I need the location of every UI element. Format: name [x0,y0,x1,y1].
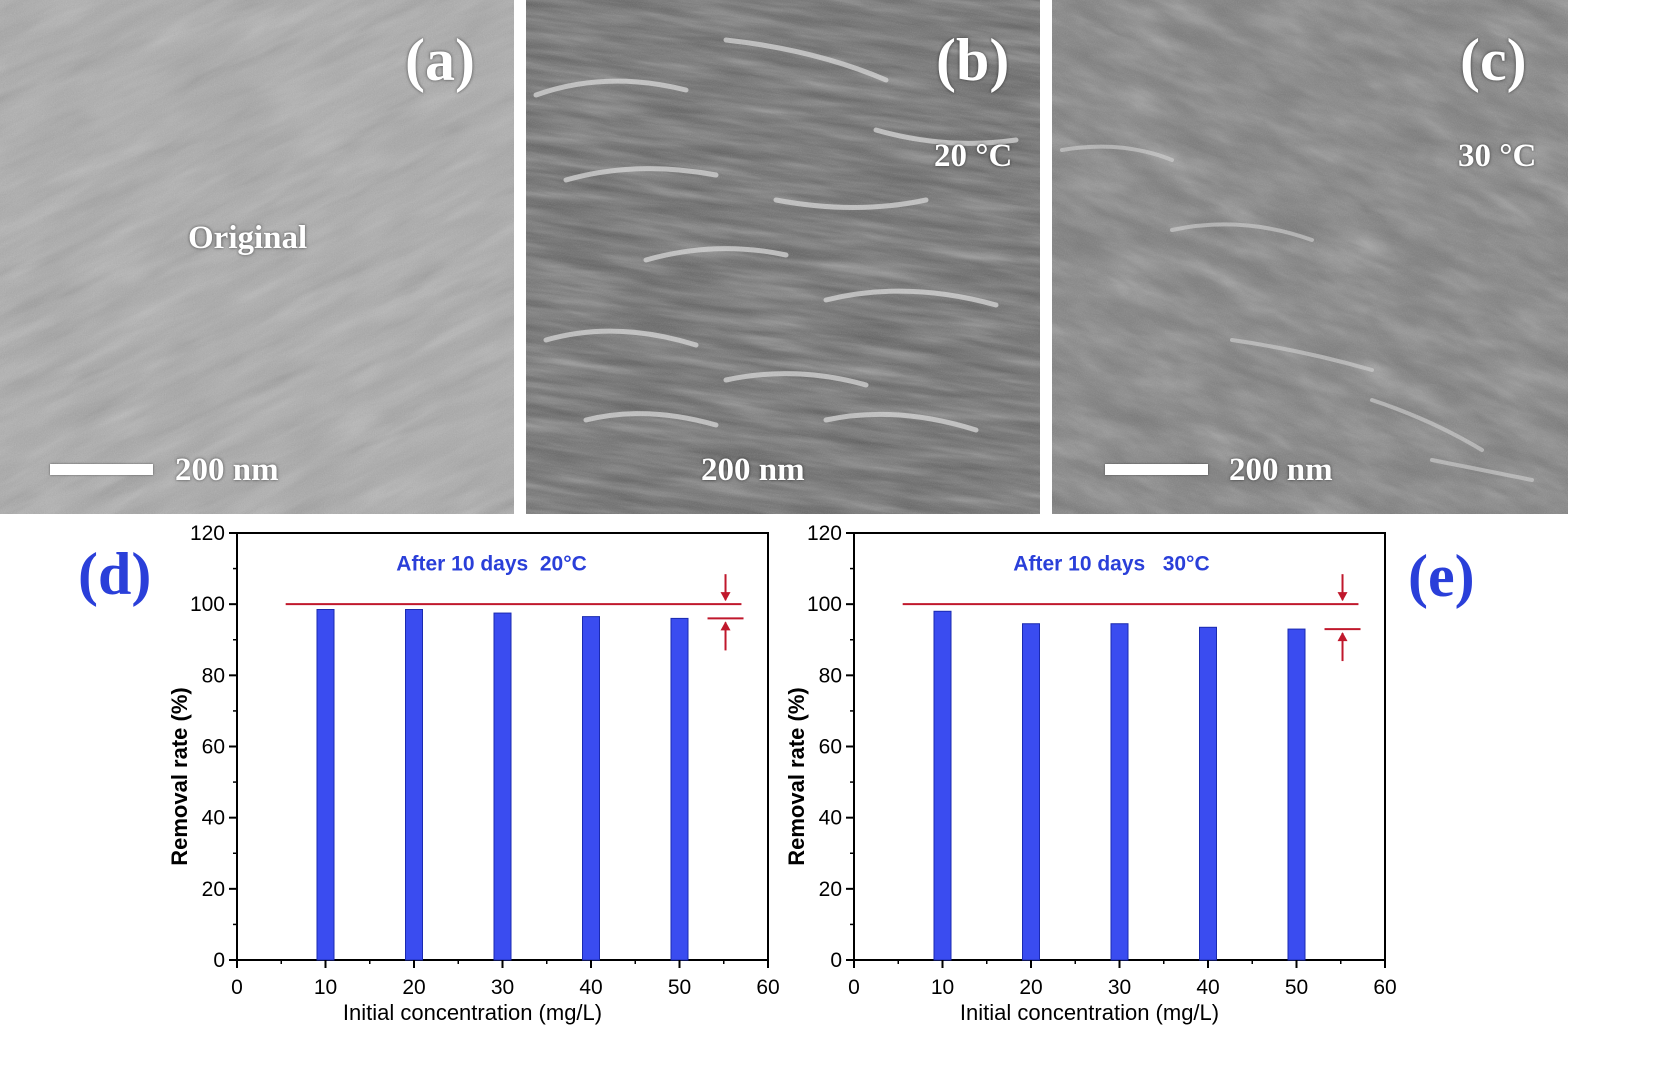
bar [933,610,952,961]
chart-e: 0 10 20 30 40 50 60 0 20 40 60 80 100 120 Initial conc… [784,522,1397,1025]
panel-label-c: (c) [1460,27,1527,93]
x-tick-label: 10 [314,976,337,999]
panel-text-original: Original [188,220,308,256]
x-tick-label: 20 [1019,976,1042,999]
sem-panel-b: (b) 20 °C 200 nm [526,0,1040,514]
bar [1110,623,1129,961]
sem-panel-c: (c) 30 °C 200 nm [1052,0,1568,514]
bar [670,617,689,961]
y-axis-label: Removal rate (%) [167,687,192,866]
bar [1199,626,1217,961]
y-tick-label: 20 [202,878,225,901]
panel-text-20c: 20 °C [934,138,1013,174]
panel-text-30c: 30 °C [1458,138,1537,174]
x-axis-label: Initial concentration (mg/L) [960,1000,1219,1025]
scale-label-b: 200 nm [701,452,805,488]
scale-bar-c [1105,464,1208,475]
chart-label-d: (d) [78,541,152,607]
x-tick-label: 40 [1196,976,1219,999]
y-tick-label: 80 [202,664,225,687]
scale-label-c: 200 nm [1229,452,1333,488]
arrow-up-head [1337,632,1348,642]
x-tick-label: 30 [491,976,514,999]
y-tick-label: 20 [819,878,842,901]
bar [1287,628,1306,961]
scale-label-a: 200 nm [175,452,279,488]
y-tick-label: 40 [819,807,842,830]
sem-texture-a [0,0,514,514]
bar [405,609,423,961]
chart-d: 0 10 20 30 40 50 60 0 20 40 60 80 100 120 Initial conc… [167,522,780,1025]
x-tick-label: 40 [579,976,602,999]
x-tick-label: 30 [1108,976,1131,999]
x-tick-label: 50 [1285,976,1308,999]
y-tick-label: 0 [830,949,842,972]
x-tick-label: 60 [1373,976,1396,999]
y-tick-label: 120 [807,522,842,545]
y-tick-label: 40 [202,807,225,830]
y-tick-label: 60 [202,736,225,759]
bar [1022,623,1040,961]
x-tick-label: 60 [756,976,779,999]
y-axis-label: Removal rate (%) [784,687,809,866]
panel-label-b: (b) [936,27,1010,93]
bar [316,609,335,961]
chart-annotation: After 10 days 30°C [1013,552,1209,575]
y-tick-label: 80 [819,664,842,687]
arrow-up-head [720,621,731,631]
sem-texture-c [1052,0,1568,514]
x-tick-label: 0 [231,976,243,999]
y-tick-label: 120 [190,522,225,545]
arrow-down-head [1337,592,1348,602]
bar [582,616,600,961]
y-tick-label: 100 [807,593,842,616]
y-tick-label: 0 [213,949,225,972]
x-tick-label: 10 [931,976,954,999]
x-axis-label: Initial concentration (mg/L) [343,1000,602,1025]
panel-label-a: (a) [405,27,475,93]
arrow-down-head [720,592,731,602]
x-tick-label: 0 [848,976,860,999]
x-tick-label: 20 [402,976,425,999]
scale-bar-a [50,464,153,475]
chart-label-e: (e) [1408,543,1475,609]
bar [493,612,512,961]
y-tick-label: 100 [190,593,225,616]
sem-panel-a: (a) Original 200 nm [0,0,514,514]
chart-annotation: After 10 days 20°C [396,552,587,575]
sem-texture-b [526,0,1040,514]
y-tick-label: 60 [819,736,842,759]
x-tick-label: 50 [668,976,691,999]
